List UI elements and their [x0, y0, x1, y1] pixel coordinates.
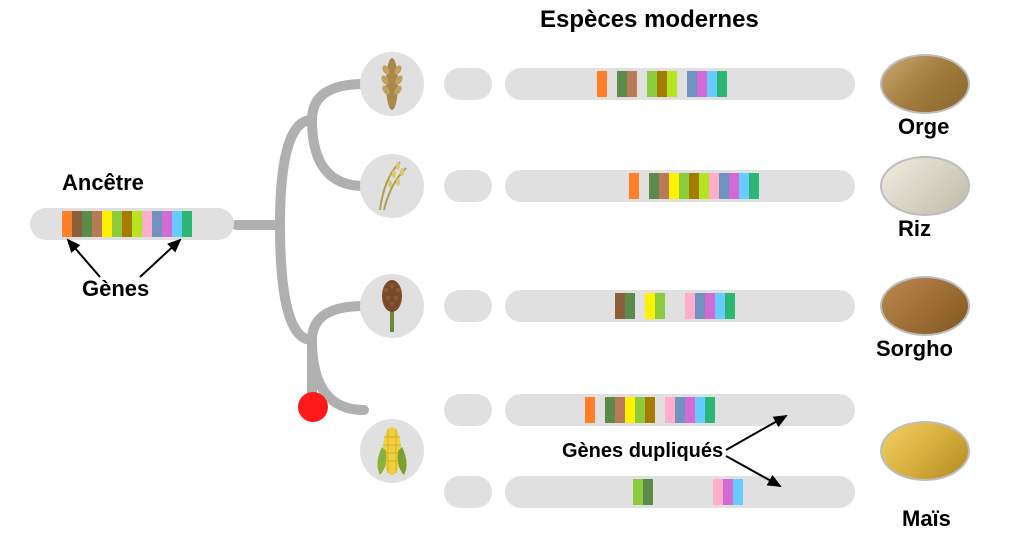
- gene-band: [719, 173, 729, 199]
- gene-band: [705, 397, 715, 423]
- gene-band: [639, 173, 649, 199]
- plant-icon-sorgho: [360, 274, 424, 338]
- gene-band: [665, 397, 675, 423]
- chromosome-riz: [505, 170, 855, 202]
- gene-band: [633, 479, 643, 505]
- plant-icon-orge: [360, 52, 424, 116]
- gene-band: [625, 293, 635, 319]
- gene-band: [695, 397, 705, 423]
- grain-image-riz: [880, 156, 970, 216]
- gene-band: [705, 293, 715, 319]
- gene-band: [703, 479, 713, 505]
- gene-band: [739, 173, 749, 199]
- mini-chromosome: [444, 290, 492, 322]
- gene-band: [749, 173, 759, 199]
- plant-icon-riz: [360, 154, 424, 218]
- gene-band: [595, 397, 605, 423]
- gene-band: [683, 479, 693, 505]
- gene-band: [679, 173, 689, 199]
- gene-band: [647, 71, 657, 97]
- gene-band: [643, 479, 653, 505]
- gene-band: [623, 479, 633, 505]
- gene-band: [627, 71, 637, 97]
- gene-band: [657, 71, 667, 97]
- genes-label: Gènes: [82, 276, 149, 302]
- gene-band: [725, 293, 735, 319]
- mini-chromosome: [444, 476, 492, 508]
- gene-band: [699, 173, 709, 199]
- gene-band: [605, 397, 615, 423]
- gene-band: [645, 293, 655, 319]
- gene-band: [637, 71, 647, 97]
- gene-band: [685, 397, 695, 423]
- gene-band: [617, 71, 627, 97]
- gene-band: [697, 71, 707, 97]
- gene-band: [655, 397, 665, 423]
- genes-arrows: [40, 232, 210, 282]
- gene-band: [709, 173, 719, 199]
- gene-band: [629, 173, 639, 199]
- gene-band: [585, 397, 595, 423]
- gene-band: [615, 293, 625, 319]
- gene-band: [715, 293, 725, 319]
- gene-band: [663, 479, 673, 505]
- gene-band: [729, 173, 739, 199]
- duplication-event-dot: [298, 392, 328, 422]
- gene-band: [659, 173, 669, 199]
- gene-band: [665, 293, 675, 319]
- species-label-sorgho: Sorgho: [876, 336, 953, 362]
- gene-band: [685, 293, 695, 319]
- plant-icon-mais: [360, 419, 424, 483]
- grain-image-mais: [880, 421, 970, 481]
- duplicated-arrows: [720, 410, 830, 490]
- species-label-mais: Maïs: [902, 506, 951, 532]
- gene-band: [687, 71, 697, 97]
- gene-band: [655, 293, 665, 319]
- gene-band: [673, 479, 683, 505]
- title: Espèces modernes: [540, 6, 759, 34]
- gene-band: [667, 71, 677, 97]
- chromosome-sorgho: [505, 290, 855, 322]
- species-label-orge: Orge: [898, 114, 949, 140]
- gene-band: [689, 173, 699, 199]
- ancestor-label: Ancêtre: [62, 170, 144, 196]
- gene-band: [635, 293, 645, 319]
- gene-band: [669, 173, 679, 199]
- mini-chromosome: [444, 170, 492, 202]
- gene-band: [607, 71, 617, 97]
- grain-image-sorgho: [880, 276, 970, 336]
- gene-band: [649, 173, 659, 199]
- gene-band: [613, 479, 623, 505]
- gene-band: [605, 293, 615, 319]
- chromosome-orge: [505, 68, 855, 100]
- gene-band: [717, 71, 727, 97]
- gene-band: [693, 479, 703, 505]
- species-label-riz: Riz: [898, 216, 931, 242]
- gene-band: [645, 397, 655, 423]
- gene-band: [625, 397, 635, 423]
- gene-band: [707, 71, 717, 97]
- mini-chromosome: [444, 394, 492, 426]
- duplicated-label: Gènes dupliqués: [562, 440, 723, 463]
- gene-band: [675, 293, 685, 319]
- grain-image-orge: [880, 54, 970, 114]
- gene-band: [695, 293, 705, 319]
- gene-band: [597, 71, 607, 97]
- gene-band: [615, 397, 625, 423]
- gene-band: [635, 397, 645, 423]
- gene-band: [653, 479, 663, 505]
- gene-band: [675, 397, 685, 423]
- gene-band: [677, 71, 687, 97]
- mini-chromosome: [444, 68, 492, 100]
